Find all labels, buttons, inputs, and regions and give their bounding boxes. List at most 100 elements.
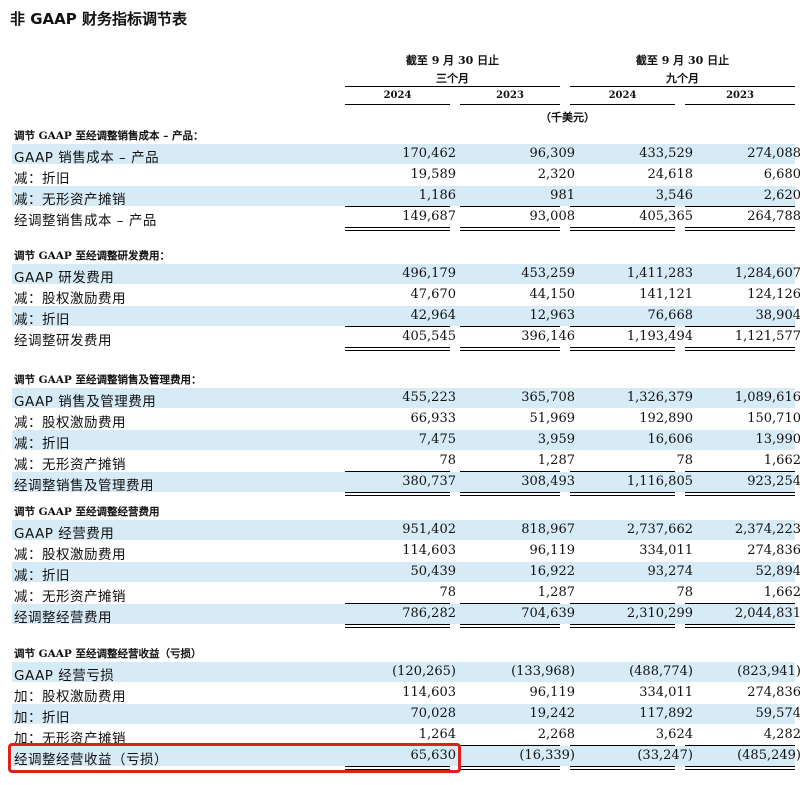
row-label: GAAP 研发费用 [14, 270, 115, 286]
year-underline [570, 104, 675, 105]
cell-value: 51,969 [529, 411, 576, 426]
cell-value: 1,287 [537, 453, 575, 468]
total-double-line [685, 766, 795, 770]
table-row: 减：无形资产摊销 1,186 981 3,546 2,620 [12, 186, 800, 208]
row-label: 经调整经营收益（亏损） [14, 752, 168, 768]
cell-value: 66,933 [410, 411, 457, 426]
subtotal-line [345, 471, 450, 472]
cell-value: 114,603 [402, 685, 456, 700]
row-label: GAAP 经营亏损 [14, 668, 115, 684]
table-row: 减：无形资产摊销 78 1,287 78 1,662 [12, 451, 800, 473]
year-header: 2023 [726, 90, 754, 101]
unit-label: （千美元） [540, 111, 595, 124]
total-double-line [345, 766, 450, 770]
cell-value: 149,687 [402, 209, 456, 224]
cell-value: 65,630 [410, 748, 457, 763]
subtotal-line [460, 603, 560, 604]
cell-value: (485,249) [737, 748, 800, 763]
row-label: GAAP 销售及管理费用 [14, 394, 157, 410]
table-row: 减：折旧 42,964 12,963 76,668 38,904 [12, 306, 800, 328]
cell-value: 13,990 [755, 432, 800, 447]
cell-value: 1,186 [418, 188, 456, 203]
total-double-line [345, 227, 450, 231]
cell-value: 3,959 [537, 432, 575, 447]
subtotal-line [570, 745, 675, 746]
table-row: 减：无形资产摊销 78 1,287 78 1,662 [12, 583, 800, 605]
subtotal-line [570, 206, 675, 207]
page-title: 非 GAAP 财务指标调节表 [10, 10, 187, 28]
subtotal-line [345, 206, 450, 207]
total-double-line [685, 492, 795, 496]
cell-value: 7,475 [418, 432, 456, 447]
year-underline [345, 104, 450, 105]
cell-value: 96,119 [529, 685, 576, 700]
cell-value: 396,146 [521, 329, 575, 344]
highlight-box [8, 743, 461, 773]
row-label: 减：无形资产摊销 [14, 192, 126, 208]
cell-value: 455,223 [402, 390, 456, 405]
table-row: 减：股权激励费用 47,670 44,150 141,121 124,126 [12, 285, 800, 307]
cell-value: 4,282 [763, 727, 800, 742]
row-label: 经调整研发费用 [14, 333, 112, 349]
cell-value: 19,589 [410, 167, 457, 182]
table-row: 减：折旧 50,439 16,922 93,274 52,894 [12, 562, 800, 584]
cell-value: 6,680 [763, 167, 800, 182]
cell-value: 93,274 [647, 564, 694, 579]
cell-value: 405,365 [639, 209, 693, 224]
cell-value: 16,606 [647, 432, 694, 447]
total-double-line [570, 624, 675, 628]
section-heading: 调节 GAAP 至经调整销售成本 – 产品： [14, 130, 204, 142]
table-row: 经调整销售及管理费用 380,737 308,493 1,116,805 923,254 [12, 472, 800, 494]
total-double-line [345, 624, 450, 628]
cell-value: 78 [676, 585, 693, 600]
total-double-line [460, 347, 560, 351]
cell-value: 923,254 [747, 474, 800, 489]
cell-value: 78 [676, 453, 693, 468]
cell-value: 141,121 [639, 287, 693, 302]
row-label: 减：折旧 [14, 436, 70, 452]
cell-value: 24,618 [647, 167, 694, 182]
cell-value: 124,126 [747, 287, 800, 302]
year-underline [460, 104, 560, 105]
row-label: GAAP 经营费用 [14, 526, 115, 542]
cell-value: 96,119 [529, 543, 576, 558]
subtotal-line [685, 206, 795, 207]
cell-value: 3,546 [655, 188, 693, 203]
cell-value: (33,247) [637, 748, 693, 763]
year-header: 2023 [496, 90, 524, 101]
table-row: GAAP 销售及管理费用 455,223 365,708 1,326,379 1,089… [12, 388, 800, 410]
cell-value: (823,941) [737, 664, 800, 679]
cell-value: 150,710 [747, 411, 800, 426]
subtotal-line [685, 603, 795, 604]
table-row: GAAP 经营亏损 (120,265) (133,968) (488,774) (823… [12, 662, 800, 684]
cell-value: 16,922 [529, 564, 576, 579]
cell-value: 2,320 [537, 167, 575, 182]
year-header: 2024 [383, 90, 412, 101]
cell-value: 192,890 [639, 411, 693, 426]
cell-value: 1,662 [763, 585, 800, 600]
table-row: 经调整经营费用 786,282 704,639 2,310,299 2,044,831 [12, 604, 800, 626]
subtotal-line [685, 471, 795, 472]
cell-value: 1,121,577 [734, 329, 800, 344]
year-header: 2024 [608, 90, 637, 101]
table-row: 经调整销售成本 – 产品 149,687 93,008 405,365 264,788 [12, 207, 800, 229]
cell-value: 2,268 [537, 727, 575, 742]
table-row: 经调整经营收益（亏损） 65,630 (16,339) (33,247) (485,24… [12, 746, 800, 768]
cell-value: 704,639 [521, 606, 575, 621]
subtotal-line [460, 326, 560, 327]
table-row: GAAP 研发费用 496,179 453,259 1,411,283 1,284,60… [12, 264, 800, 286]
cell-value: 3,624 [655, 727, 693, 742]
cell-value: (16,339) [519, 748, 575, 763]
cell-value: 78 [439, 585, 456, 600]
subtotal-line [345, 326, 450, 327]
row-label: 减：折旧 [14, 312, 70, 328]
row-label: 加：折旧 [14, 710, 70, 726]
row-label: 减：股权激励费用 [14, 547, 126, 563]
cell-value: (488,774) [629, 664, 693, 679]
subtotal-line [570, 603, 675, 604]
row-label: 减：折旧 [14, 171, 70, 187]
total-double-line [460, 624, 560, 628]
cell-value: 76,668 [647, 308, 694, 323]
total-double-line [345, 347, 450, 351]
row-label: 减：无形资产摊销 [14, 589, 126, 605]
